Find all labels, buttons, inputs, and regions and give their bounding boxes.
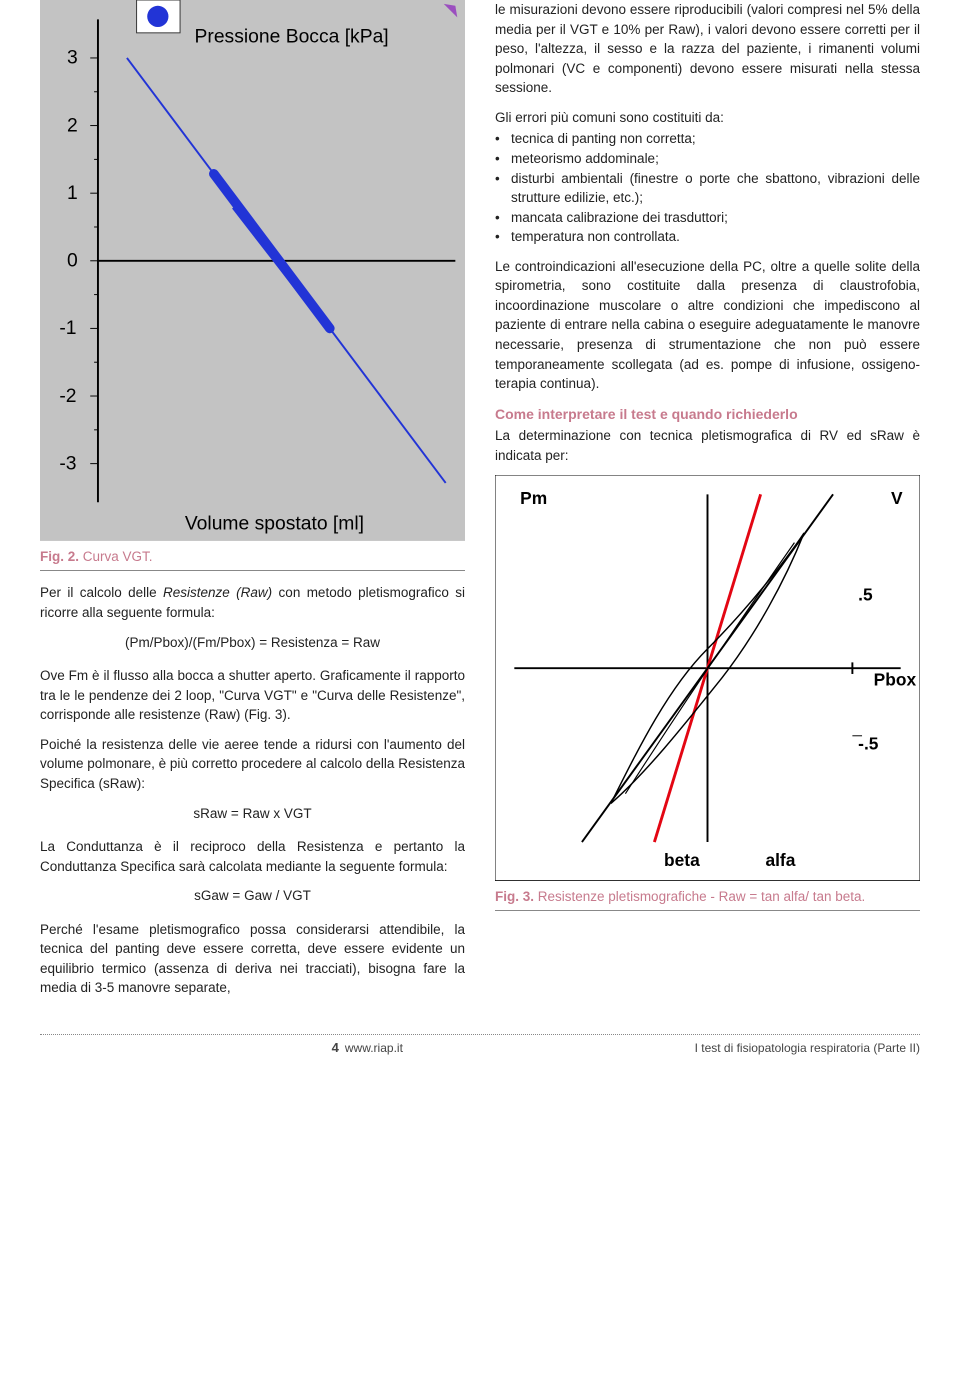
formula-sgaw: sGaw = Gaw / VGT: [40, 886, 465, 906]
svg-text:-1: -1: [59, 318, 76, 339]
svg-text:2: 2: [67, 115, 78, 136]
errors-intro: Gli errori più comuni sono costituiti da…: [495, 108, 920, 128]
left-p1: Per il calcolo delle Resistenze (Raw) co…: [40, 583, 465, 622]
svg-text:Pbox: Pbox: [874, 670, 917, 690]
svg-text:Pm: Pm: [520, 488, 547, 508]
fig3-caption-text: Resistenze pletismografiche - Raw = tan …: [534, 889, 865, 904]
svg-text:0: 0: [67, 251, 78, 272]
svg-text:alfa: alfa: [765, 850, 795, 870]
fig2-xlabel: Volume spostato [ml]: [185, 513, 364, 534]
figure-2: 3 2 1 0 -1 -2 -3 Pressione Bocca [kPa]: [40, 0, 465, 541]
fig2-caption-label: Fig. 2.: [40, 549, 79, 564]
left-p5: Perché l'esame pletismografico possa con…: [40, 920, 465, 998]
svg-text:V: V: [891, 488, 903, 508]
right-p1: le misurazioni devono essere riproducibi…: [495, 0, 920, 98]
fig2-ylabel: Pressione Bocca [kPa]: [195, 26, 389, 47]
formula-sraw: sRaw = Raw x VGT: [40, 804, 465, 824]
list-item: meteorismo addominale;: [495, 149, 920, 169]
fig3-chart: .5 -.5 Pm V Pbox beta alfa: [495, 475, 920, 881]
figure-3: .5 -.5 Pm V Pbox beta alfa: [495, 475, 920, 881]
svg-text:-.5: -.5: [858, 733, 879, 753]
fig3-caption: Fig. 3. Resistenze pletismografiche - Ra…: [495, 887, 920, 907]
svg-text:3: 3: [67, 48, 78, 69]
fig-separator: [495, 910, 920, 911]
left-p3: Poiché la resistenza delle vie aeree ten…: [40, 735, 465, 794]
footer-site: www.riap.it: [345, 1040, 403, 1057]
right-p2: Le controindicazioni all'esecuzione dell…: [495, 257, 920, 394]
footer-title: I test di fisiopatologia respiratoria (P…: [695, 1040, 920, 1057]
left-p4: La Conduttanza è il reciproco della Resi…: [40, 837, 465, 876]
page-footer: 4 www.riap.it I test di fisiopatologia r…: [40, 1028, 920, 1058]
list-item: disturbi ambientali (finestre o porte ch…: [495, 169, 920, 208]
page-number: 4: [332, 1039, 339, 1058]
svg-text:beta: beta: [664, 850, 700, 870]
fig2-caption: Fig. 2. Curva VGT.: [40, 547, 465, 567]
section-heading: Come interpretare il test e quando richi…: [495, 404, 920, 424]
fig-separator: [40, 570, 465, 571]
right-p3: La determinazione con tecnica pletismogr…: [495, 426, 920, 465]
list-item: temperatura non controllata.: [495, 227, 920, 247]
svg-text:.5: .5: [858, 585, 873, 605]
svg-text:-2: -2: [59, 386, 76, 407]
list-item: tecnica di panting non corretta;: [495, 129, 920, 149]
svg-text:-3: -3: [59, 453, 76, 474]
left-p2: Ove Fm è il flusso alla bocca a shutter …: [40, 666, 465, 725]
svg-text:1: 1: [67, 183, 78, 204]
fig3-caption-label: Fig. 3.: [495, 889, 534, 904]
fig2-caption-text: Curva VGT.: [79, 549, 153, 564]
errors-list: tecnica di panting non corretta; meteori…: [495, 129, 920, 246]
formula-raw: (Pm/Pbox)/(Fm/Pbox) = Resistenza = Raw: [40, 633, 465, 653]
fig2-chart: 3 2 1 0 -1 -2 -3 Pressione Bocca [kPa]: [40, 0, 465, 541]
list-item: mancata calibrazione dei trasduttori;: [495, 208, 920, 228]
